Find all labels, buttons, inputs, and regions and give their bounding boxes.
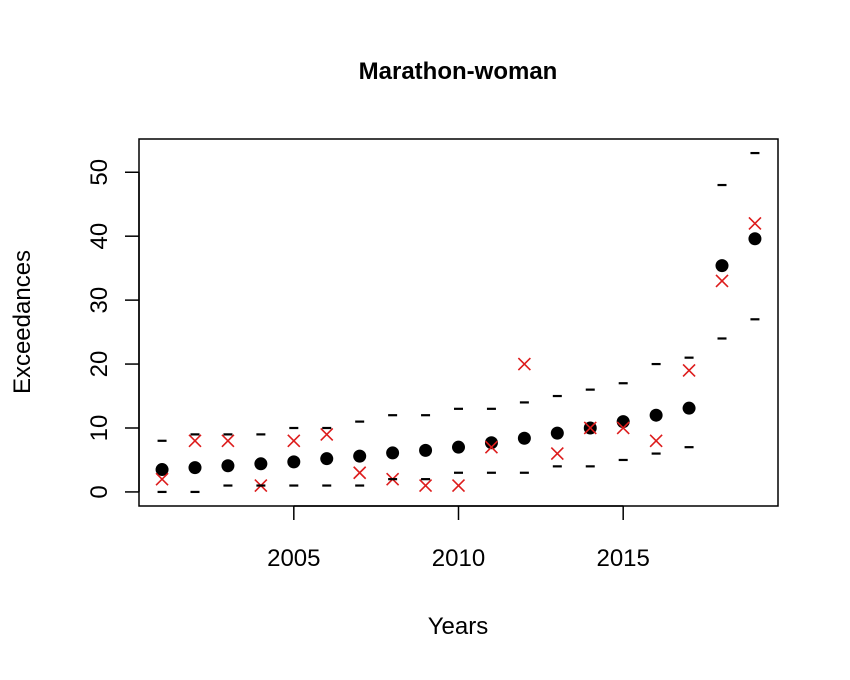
- point-estimate: [649, 408, 663, 422]
- y-tick-label: 0: [86, 485, 113, 498]
- point-estimate: [550, 426, 564, 440]
- point-estimate: [748, 232, 762, 246]
- observed-point: [649, 434, 663, 448]
- point-estimate: [353, 449, 367, 463]
- point-estimate: [320, 452, 334, 466]
- y-tick-label: 10: [86, 415, 113, 442]
- x-tick-label: 2005: [267, 545, 320, 572]
- y-tick-label: 30: [86, 287, 113, 314]
- observed-point: [155, 472, 169, 486]
- observed-point: [484, 440, 499, 454]
- point-estimate: [517, 431, 531, 445]
- observed-point: [616, 421, 630, 435]
- observed-point: [418, 478, 433, 493]
- x-tick-label: 2015: [596, 545, 649, 572]
- point-estimate: [419, 443, 433, 457]
- observed-point: [748, 216, 762, 230]
- point-estimate: [616, 415, 630, 429]
- x-axis-label: Years: [428, 613, 489, 640]
- observed-point: [287, 434, 301, 448]
- observed-point: [320, 427, 334, 441]
- observed-point: [221, 434, 235, 448]
- point-estimate: [188, 461, 202, 475]
- point-estimate: [254, 457, 268, 471]
- observed-point: [682, 363, 696, 378]
- observed-point: [188, 434, 202, 448]
- point-estimate: [715, 259, 729, 273]
- y-axis-label: Exceedances: [9, 250, 36, 394]
- point-estimate: [221, 459, 235, 473]
- point-estimate: [682, 401, 696, 415]
- observed-point: [583, 421, 597, 435]
- point-estimate: [386, 446, 400, 460]
- point-estimate: [484, 436, 498, 450]
- y-tick-label: 40: [86, 223, 113, 250]
- data-marks: [155, 151, 762, 494]
- observed-point: [353, 466, 367, 480]
- observed-point: [550, 447, 564, 461]
- observed-point: [715, 274, 729, 288]
- y-tick-label: 50: [86, 159, 113, 186]
- observed-point: [517, 357, 531, 371]
- x-tick-label: 2010: [432, 545, 485, 572]
- observed-point: [451, 478, 466, 493]
- point-estimate: [452, 440, 465, 454]
- point-estimate: [287, 455, 301, 469]
- y-axis: 0 10 20 30 40 50: [86, 159, 140, 499]
- y-tick-label: 20: [86, 351, 113, 378]
- point-estimate: [155, 463, 169, 477]
- x-axis: 2005 2010 2015: [267, 505, 650, 572]
- chart-title: Marathon-woman: [359, 58, 558, 85]
